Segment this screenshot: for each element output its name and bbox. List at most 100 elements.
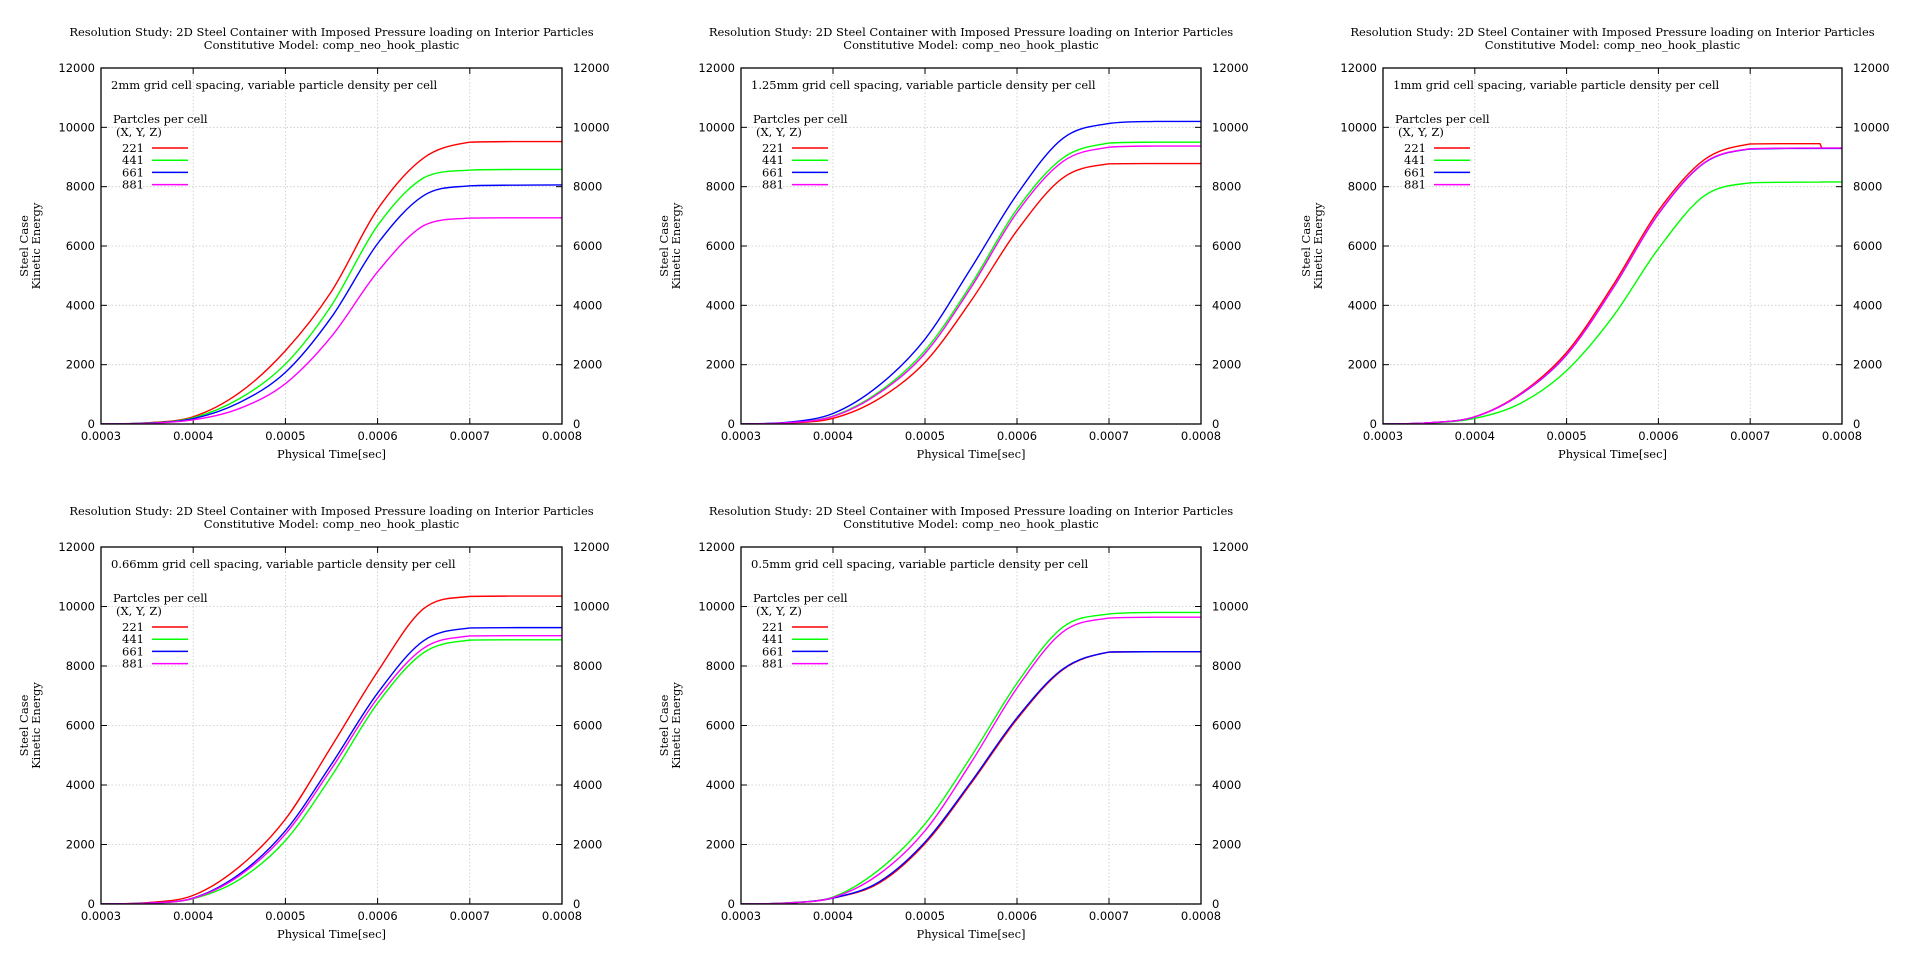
y2-tick-label: 0	[573, 897, 580, 911]
y2-tick-label: 12000	[1853, 61, 1890, 75]
x-tick-label: 0.0006	[997, 429, 1037, 443]
legend-label-221: 221	[762, 141, 784, 155]
y2-tick-label: 6000	[573, 719, 602, 733]
plot-frame	[1382, 67, 1843, 425]
series-line-661	[741, 651, 1201, 904]
series-line-221	[741, 162, 1201, 424]
legend-label-221: 221	[122, 141, 144, 155]
chart-subtitle: Constitutive Model: comp_neo_hook_plasti…	[204, 38, 459, 52]
y2-tick-label: 4000	[1853, 298, 1882, 312]
legend-label-881: 881	[122, 657, 144, 671]
legend-label-661: 661	[122, 644, 144, 658]
y-tick-label: 2000	[706, 838, 735, 852]
legend-subtitle: (X, Y, Z)	[116, 604, 162, 618]
legend-label-441: 441	[122, 632, 144, 646]
x-tick-label: 0.0008	[1181, 429, 1221, 443]
legend-title: Partcles per cell	[1395, 112, 1490, 126]
plot-frame	[740, 67, 1202, 425]
y-axis-label-line2: Kinetic Energy	[669, 682, 683, 769]
y-tick-label: 4000	[1348, 298, 1377, 312]
x-tick-label: 0.0008	[1822, 429, 1862, 443]
chart-subtitle: Constitutive Model: comp_neo_hook_plasti…	[843, 517, 1098, 531]
chart-title: Resolution Study: 2D Steel Container wit…	[709, 25, 1233, 39]
y-tick-label: 6000	[706, 719, 735, 733]
legend-label-441: 441	[762, 632, 784, 646]
y-tick-label: 12000	[1340, 61, 1377, 75]
y-tick-label: 8000	[66, 659, 95, 673]
y-tick-label: 8000	[1348, 180, 1377, 194]
x-axis-label: Physical Time[sec]	[1558, 447, 1667, 461]
y-axis-label-line1: Steel Case	[17, 215, 31, 277]
legend-label-881: 881	[762, 178, 784, 192]
series-line-221	[101, 595, 562, 904]
y-tick-label: 8000	[706, 659, 735, 673]
y-axis-label-line2: Kinetic Energy	[29, 682, 43, 769]
y-tick-label: 8000	[706, 180, 735, 194]
x-tick-label: 0.0004	[1455, 429, 1495, 443]
y-tick-label: 2000	[1348, 358, 1377, 372]
y-axis-label-line2: Kinetic Energy	[669, 202, 683, 289]
legend-title: Partcles per cell	[753, 112, 848, 126]
y2-tick-label: 4000	[573, 778, 602, 792]
x-axis-label: Physical Time[sec]	[277, 927, 386, 941]
series-line-441	[741, 611, 1201, 904]
y-tick-label: 6000	[66, 719, 95, 733]
y-tick-label: 12000	[58, 61, 95, 75]
y-tick-label: 8000	[66, 180, 95, 194]
y2-tick-label: 4000	[573, 298, 602, 312]
y2-tick-label: 10000	[573, 600, 610, 614]
x-axis-label: Physical Time[sec]	[277, 447, 386, 461]
x-tick-label: 0.0006	[357, 429, 397, 443]
x-tick-label: 0.0007	[1089, 909, 1129, 923]
y2-tick-label: 0	[1853, 417, 1860, 431]
x-tick-label: 0.0006	[1638, 429, 1678, 443]
chart-panel-1: Resolution Study: 2D Steel Container wit…	[657, 25, 1249, 461]
y2-tick-label: 6000	[573, 239, 602, 253]
chart-title: Resolution Study: 2D Steel Container wit…	[1350, 25, 1874, 39]
x-tick-label: 0.0005	[265, 909, 305, 923]
x-tick-label: 0.0007	[1730, 429, 1770, 443]
chart-annotation: 2mm grid cell spacing, variable particle…	[111, 78, 438, 92]
series-group	[101, 140, 562, 424]
legend-label-881: 881	[1404, 178, 1426, 192]
x-axis-label: Physical Time[sec]	[916, 927, 1025, 941]
chart-panel-4: Resolution Study: 2D Steel Container wit…	[657, 504, 1249, 941]
x-tick-label: 0.0005	[1546, 429, 1586, 443]
y-tick-label: 2000	[66, 838, 95, 852]
x-tick-label: 0.0008	[542, 429, 582, 443]
series-line-221	[741, 651, 1201, 904]
y2-tick-label: 8000	[1853, 180, 1882, 194]
x-tick-label: 0.0005	[265, 429, 305, 443]
legend-label-221: 221	[762, 620, 784, 634]
x-tick-label: 0.0007	[450, 429, 490, 443]
plot-frame	[740, 546, 1202, 905]
chart-panel-0: Resolution Study: 2D Steel Container wit…	[17, 25, 610, 461]
legend-subtitle: (X, Y, Z)	[116, 125, 162, 139]
y2-tick-label: 12000	[573, 540, 610, 554]
plot-frame	[100, 67, 563, 425]
legend-title: Partcles per cell	[753, 591, 848, 605]
y2-tick-label: 4000	[1212, 778, 1241, 792]
x-tick-label: 0.0003	[721, 429, 761, 443]
legend-label-661: 661	[1404, 165, 1426, 179]
y-tick-label: 0	[728, 897, 735, 911]
y2-tick-label: 2000	[1853, 358, 1882, 372]
chart-subtitle: Constitutive Model: comp_neo_hook_plasti…	[843, 38, 1098, 52]
x-tick-label: 0.0008	[1181, 909, 1221, 923]
y2-tick-label: 8000	[573, 659, 602, 673]
series-line-881	[101, 634, 562, 904]
y-tick-label: 10000	[58, 600, 95, 614]
chart-annotation: 0.66mm grid cell spacing, variable parti…	[111, 557, 456, 571]
y-tick-label: 6000	[1348, 239, 1377, 253]
x-tick-label: 0.0003	[81, 909, 121, 923]
legend-label-221: 221	[122, 620, 144, 634]
series-group	[101, 595, 562, 904]
y2-tick-label: 2000	[1212, 838, 1241, 852]
y-axis-label-line1: Steel Case	[1299, 215, 1313, 277]
series-line-661	[741, 120, 1201, 424]
legend-title: Partcles per cell	[113, 591, 208, 605]
y2-tick-label: 0	[1212, 897, 1219, 911]
